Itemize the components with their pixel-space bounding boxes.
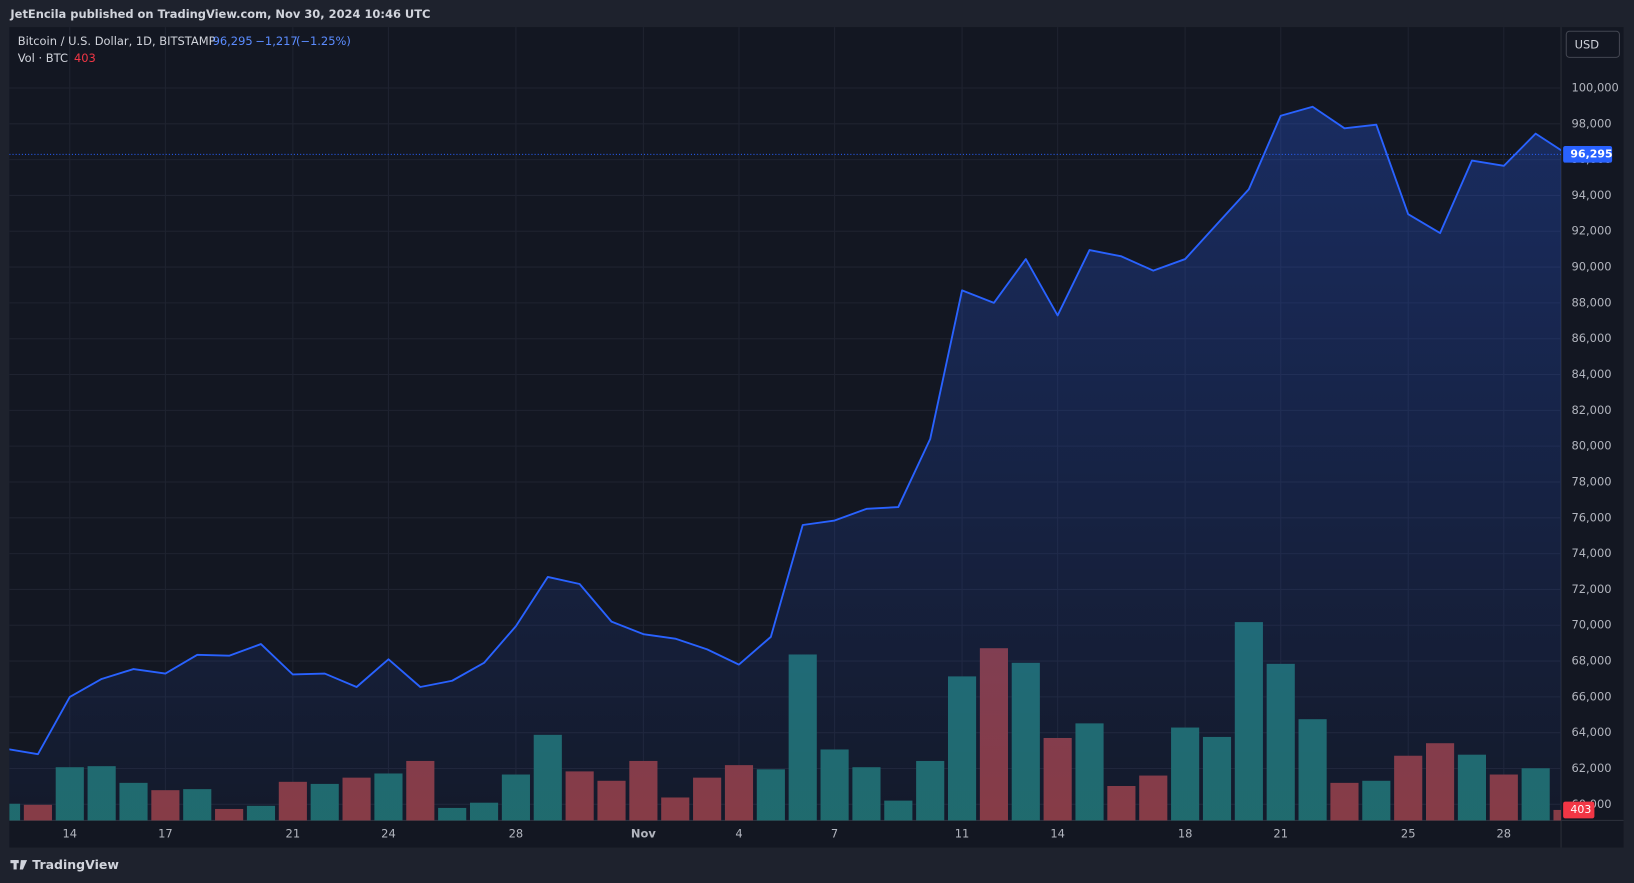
- y-tick-label: 70,000: [1571, 618, 1611, 632]
- y-tick-label: 72,000: [1571, 582, 1611, 596]
- plot: [9, 105, 1562, 821]
- y-tick-label: 86,000: [1571, 331, 1611, 345]
- x-tick-label: 14: [62, 827, 77, 841]
- header: JetEncila published on TradingView.com, …: [9, 7, 430, 21]
- legend-last: 96,295: [213, 34, 253, 48]
- y-tick-label: 100,000: [1571, 80, 1618, 94]
- y-tick-label: 80,000: [1571, 439, 1611, 453]
- currency-box[interactable]: [1565, 30, 1620, 58]
- x-tick-label: 24: [381, 827, 396, 841]
- last-price-badge: [1563, 146, 1613, 163]
- price-line: [9, 105, 1562, 756]
- y-tick-label: 98,000: [1571, 116, 1611, 130]
- x-tick-label: 7: [831, 827, 838, 841]
- x-tick-label: 21: [1273, 827, 1288, 841]
- y-tick-label: 76,000: [1571, 510, 1611, 524]
- x-tick-label: 28: [509, 827, 524, 841]
- y-tick-label: 68,000: [1571, 654, 1611, 668]
- y-tick-label: 62,000: [1571, 761, 1611, 775]
- x-tick-label: 4: [735, 827, 742, 841]
- time-axis: [9, 820, 1624, 848]
- x-tick-label: 14: [1050, 827, 1065, 841]
- y-tick-label: 66,000: [1571, 689, 1611, 703]
- x-tick-label: 18: [1178, 827, 1193, 841]
- y-tick-label: 90,000: [1571, 260, 1611, 274]
- x-tick-label: 28: [1497, 827, 1512, 841]
- last-price-label: 96,295: [1570, 147, 1612, 160]
- y-tick-label: 74,000: [1571, 546, 1611, 560]
- y-tick-label: 64,000: [1571, 725, 1611, 739]
- y-tick-label: 84,000: [1571, 367, 1611, 381]
- legend-volume: Vol · BTC: [18, 51, 68, 65]
- x-tick-label: 11: [955, 827, 970, 841]
- axes: 60,00062,00064,00066,00068,00070,00072,0…: [62, 80, 1618, 840]
- logo: [10, 860, 28, 870]
- y-tick-label: 88,000: [1571, 295, 1611, 309]
- y-tick-label: 82,000: [1571, 403, 1611, 417]
- x-tick-label: 21: [286, 827, 301, 841]
- footer-brand: TradingView: [32, 857, 119, 872]
- currency[interactable]: USD: [1575, 37, 1600, 51]
- area-fill: [9, 106, 1562, 821]
- legend-symbol: Bitcoin / U.S. Dollar, 1D, BITSTAMP: [18, 34, 216, 48]
- y-tick-label: 78,000: [1571, 474, 1611, 488]
- legend-change-pct: (−1.25%): [296, 34, 351, 48]
- last-volume-label: 403: [1570, 803, 1591, 816]
- x-tick-label: 25: [1401, 827, 1416, 841]
- legend-volume-last: 403: [74, 51, 96, 65]
- last-volume-badge: [1563, 801, 1595, 819]
- y-tick-label: 94,000: [1571, 188, 1611, 202]
- legend-change: −1,217: [255, 34, 297, 48]
- y-tick-label: 92,000: [1571, 224, 1611, 238]
- x-tick-label: 17: [158, 827, 173, 841]
- x-tick-label: Nov: [631, 827, 656, 841]
